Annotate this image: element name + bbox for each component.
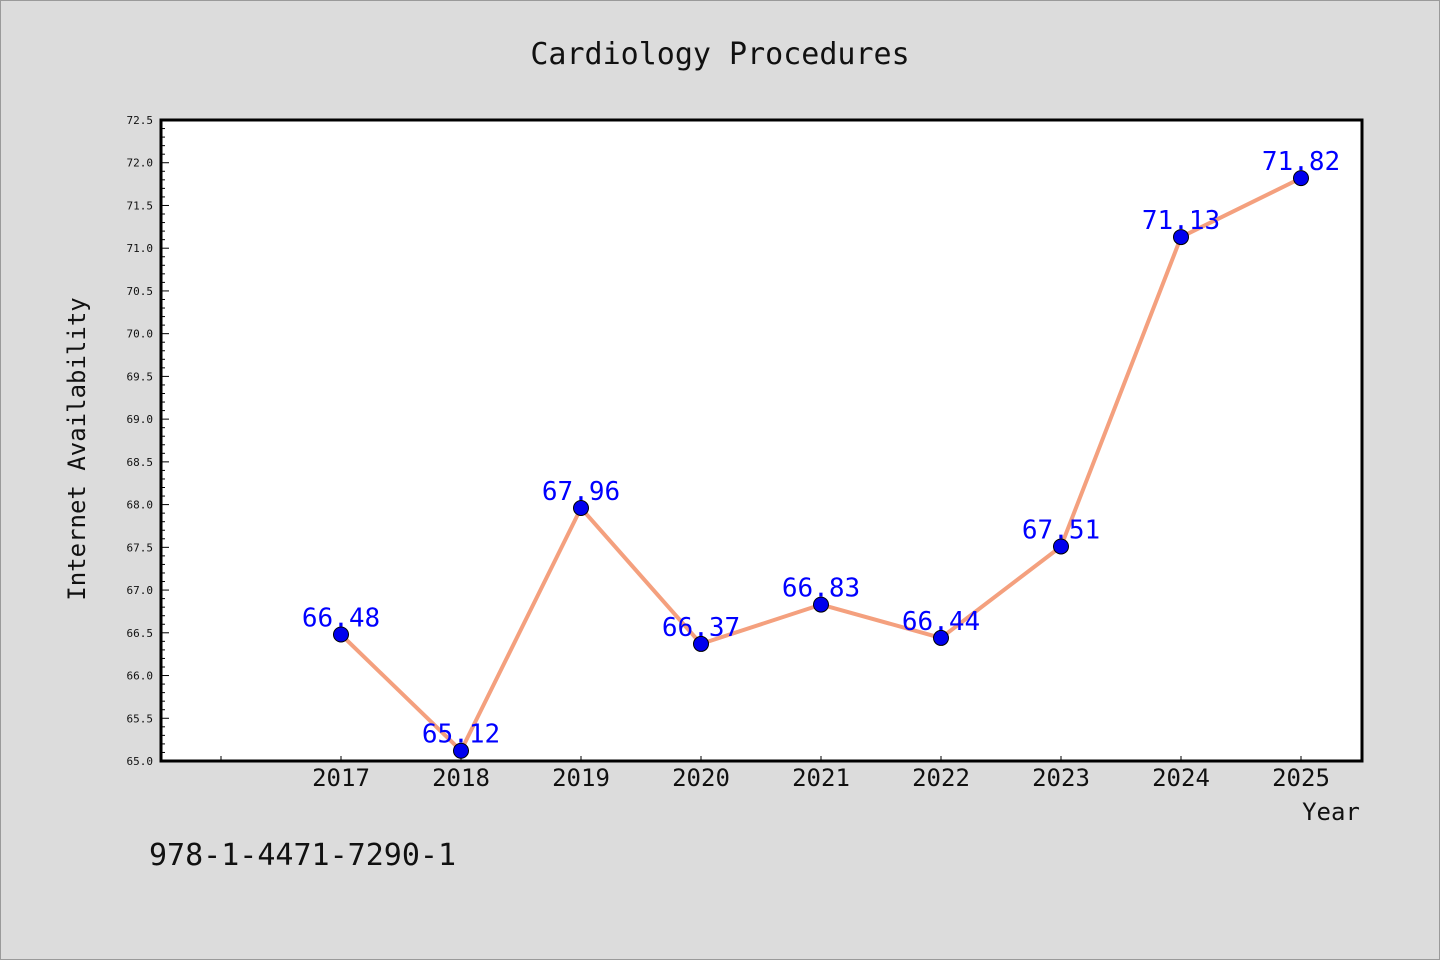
data-labels: 66.48 65.12 67.96 66.37 66.83 66.44 67.51 71.13… — [302, 147, 1340, 750]
series-line — [333, 170, 1309, 759]
data-label: 71.13 — [1142, 206, 1220, 236]
data-point — [693, 635, 709, 652]
y-tick-label: 67.0 — [127, 584, 154, 597]
data-label: 67.96 — [542, 477, 620, 507]
y-axis: 65.0 65.5 66.0 66.5 67.0 67.5 68.0 68.5 69.0 69.5… — [127, 114, 169, 768]
data-label: 71.82 — [1262, 147, 1340, 177]
data-label: 66.83 — [782, 574, 860, 604]
y-tick-label: 72.5 — [127, 114, 154, 127]
data-label: 66.48 — [302, 604, 380, 634]
data-label: 66.37 — [662, 613, 740, 643]
x-tick-label: 2017 — [312, 764, 370, 792]
y-tick-label: 71.5 — [127, 199, 154, 212]
x-tick-label: 2021 — [792, 764, 850, 792]
y-tick-label: 69.5 — [127, 370, 154, 383]
data-label: 67.51 — [1022, 515, 1100, 545]
chart-title: Cardiology Procedures — [530, 37, 909, 72]
data-point — [573, 500, 589, 517]
data-point — [453, 742, 469, 759]
y-tick-label: 66.5 — [127, 627, 154, 640]
y-tick-label: 65.0 — [127, 755, 154, 768]
x-tick-label: 2025 — [1272, 764, 1330, 792]
y-tick-label: 70.5 — [127, 285, 154, 298]
data-point — [1173, 229, 1189, 246]
y-tick-label: 68.5 — [127, 456, 154, 469]
footer-isbn: 978-1-4471-7290-1 — [149, 838, 456, 873]
data-point — [333, 626, 349, 643]
y-tick-label: 65.5 — [127, 712, 154, 725]
x-tick-label: 2023 — [1032, 764, 1090, 792]
x-tick-label: 2019 — [552, 764, 610, 792]
data-point — [933, 629, 949, 646]
y-tick-label: 69.0 — [127, 413, 154, 426]
data-label: 65.12 — [422, 720, 500, 750]
data-point — [813, 596, 829, 613]
data-point — [1293, 170, 1309, 187]
x-axis: 2017 2018 2019 2020 2021 2022 2023 2024 2025 — [220, 756, 1330, 792]
data-point — [1053, 538, 1069, 555]
y-tick-label: 68.0 — [127, 499, 154, 512]
x-tick-label: 2022 — [912, 764, 970, 792]
data-label: 66.44 — [902, 607, 980, 637]
x-tick-label: 2018 — [432, 764, 490, 792]
y-axis-label: Internet Availability — [63, 297, 91, 600]
x-tick-label: 2020 — [672, 764, 730, 792]
y-tick-label: 66.0 — [127, 670, 154, 683]
x-tick-label: 2024 — [1152, 764, 1210, 792]
y-tick-label: 70.0 — [127, 328, 154, 341]
x-axis-label: Year — [1302, 798, 1360, 826]
y-tick-label: 72.0 — [127, 157, 154, 170]
y-tick-label: 67.5 — [127, 541, 154, 554]
y-tick-label: 71.0 — [127, 242, 154, 255]
